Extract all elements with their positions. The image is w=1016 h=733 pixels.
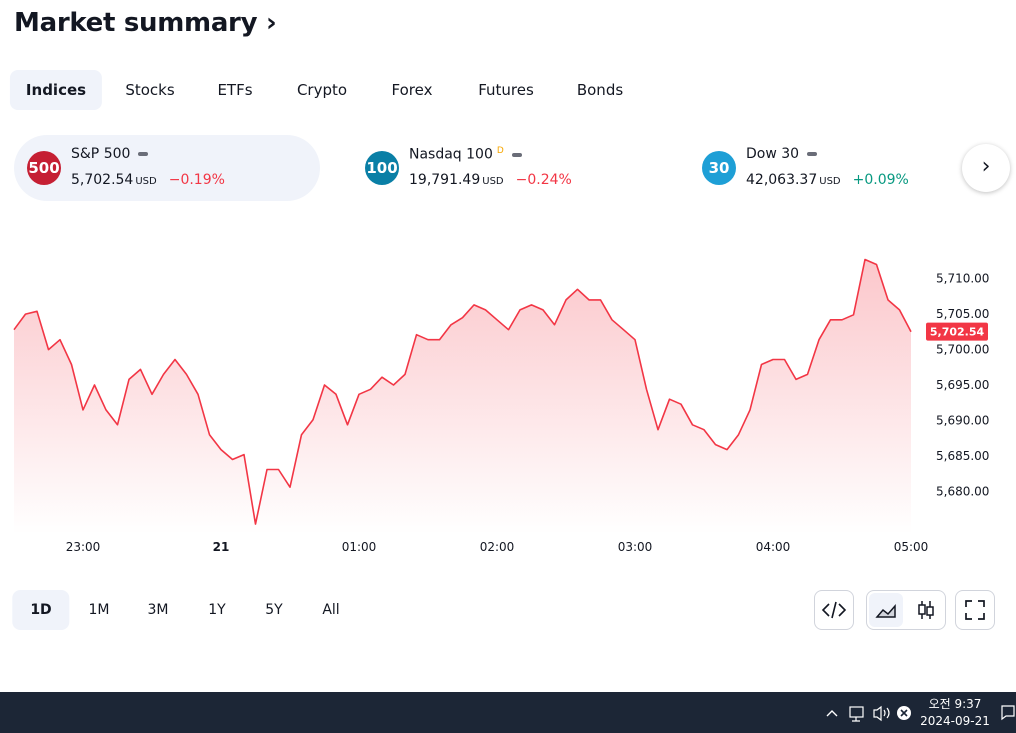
- ticker-price: 19,791.49 USD −0.24%: [409, 172, 572, 188]
- badge: 100: [365, 151, 399, 185]
- tab[interactable]: Crypto: [296, 81, 348, 99]
- chart-style-group: [866, 590, 946, 630]
- ticker-price: 42,063.37 USD +0.09%: [746, 172, 909, 188]
- tab[interactable]: Stocks: [125, 81, 175, 99]
- x-tick-label: 03:00: [618, 540, 653, 554]
- tab[interactable]: ETFs: [217, 81, 253, 99]
- change: −0.19%: [168, 172, 225, 188]
- ticker-card[interactable]: 100 Nasdaq 100 D 19,791.49 USD −0.24%: [352, 135, 652, 201]
- dash: [807, 152, 818, 156]
- range-button[interactable]: All: [322, 602, 340, 618]
- time: 오전 9:37: [928, 697, 982, 711]
- x-tick-label: 05:00: [894, 540, 929, 554]
- chart: 5,680.00 5,685.00 5,690.00 5,695.00 5,700.00…: [13, 258, 989, 554]
- range-button[interactable]: 1D: [12, 590, 70, 630]
- price-line: [13, 258, 912, 525]
- candle-icon: [918, 601, 934, 619]
- price: 19,791.49: [409, 172, 481, 188]
- x-tick-label: 01:00: [342, 540, 377, 554]
- fullscreen-button[interactable]: [955, 590, 995, 630]
- price: 5,702.54: [71, 172, 134, 188]
- current-price-box: [926, 322, 988, 341]
- ticker-price: 5,702.54 USD −0.19%: [71, 172, 225, 188]
- badge: 500: [27, 151, 61, 185]
- ticker-card[interactable]: 500 S&P 500 5,702.54 USD −0.19%: [14, 135, 320, 201]
- taskbar: 오전 9:37 2024-09-21: [0, 692, 1016, 733]
- y-tick-label: 5,685.00: [936, 449, 989, 463]
- x-tick-label: 04:00: [756, 540, 791, 554]
- y-tick-label: 5,705.00: [936, 307, 989, 321]
- tab[interactable]: Indices: [9, 70, 103, 110]
- title-text[interactable]: Market summary: [14, 8, 258, 38]
- unit: USD: [135, 176, 157, 187]
- area: [14, 259, 911, 534]
- x-tick-label: 21: [213, 540, 230, 554]
- price: 42,063.37: [746, 172, 818, 188]
- x-tick-label: 02:00: [480, 540, 515, 554]
- ticker-name: Dow 30: [746, 146, 818, 162]
- range-button[interactable]: 3M: [147, 602, 169, 618]
- ticker-name: S&P 500: [71, 146, 149, 162]
- change: +0.09%: [852, 172, 909, 188]
- tray-icons: [826, 705, 911, 722]
- next-button[interactable]: ›: [962, 144, 1010, 192]
- clock[interactable]: 오전 9:37 2024-09-21: [918, 696, 992, 730]
- flag: D: [496, 146, 504, 156]
- unit: USD: [819, 176, 841, 187]
- embed-button[interactable]: [814, 590, 854, 630]
- tab[interactable]: Futures: [478, 81, 534, 99]
- dash: [511, 152, 522, 157]
- name: Dow 30: [746, 146, 800, 162]
- range-button[interactable]: 1Y: [208, 602, 226, 618]
- ticker-card[interactable]: 30 Dow 30 42,063.37 USD +0.09%: [689, 135, 949, 201]
- tab[interactable]: Forex: [391, 81, 433, 99]
- y-tick-label: 5,690.00: [936, 414, 989, 428]
- y-tick-label: 5,695.00: [936, 378, 989, 392]
- dash: [138, 152, 149, 156]
- unit: USD: [482, 176, 504, 187]
- chevron[interactable]: ›: [257, 8, 277, 38]
- candle-button[interactable]: [909, 593, 943, 627]
- notification-icon[interactable]: [1000, 704, 1016, 722]
- area-button[interactable]: [869, 593, 903, 627]
- current-price-label: 5,702.54: [930, 326, 985, 339]
- date: 2024-09-21: [920, 714, 990, 728]
- ticker-name: Nasdaq 100 D: [409, 146, 522, 163]
- range-button[interactable]: 1M: [88, 602, 110, 618]
- embed-icon: [821, 601, 847, 619]
- y-tick-label: 5,700.00: [936, 343, 989, 357]
- y-tick-label: 5,680.00: [936, 484, 989, 498]
- name: S&P 500: [71, 146, 131, 162]
- fullscreen-icon: [965, 600, 985, 620]
- x-tick-label: 23:00: [66, 540, 101, 554]
- area-icon: [875, 604, 896, 618]
- name: Nasdaq 100: [409, 146, 493, 163]
- y-tick-label: 5,710.00: [936, 272, 989, 286]
- badge: 30: [702, 151, 736, 185]
- range-button[interactable]: 5Y: [265, 602, 283, 618]
- change: −0.24%: [515, 172, 572, 188]
- title[interactable]: Market summary ›: [14, 8, 277, 38]
- tab[interactable]: Bonds: [576, 81, 624, 99]
